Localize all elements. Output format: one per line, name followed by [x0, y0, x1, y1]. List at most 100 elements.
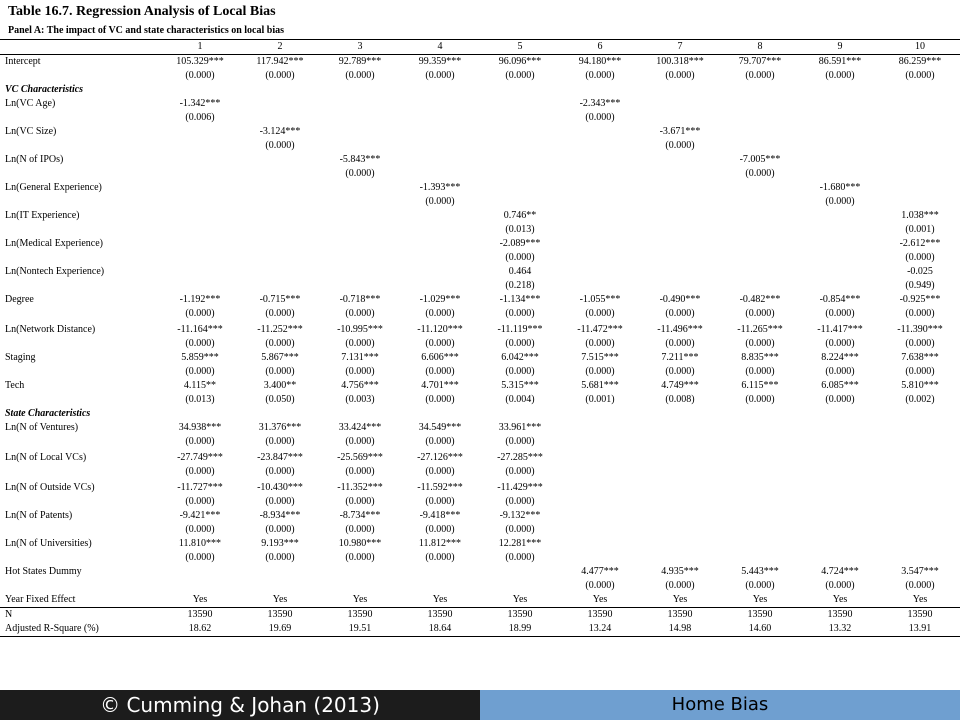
- coefficient-cell: -2.343***: [579, 98, 621, 109]
- coefficient-cell: 4.935***: [661, 566, 699, 577]
- p-value-row: (0.000) (0.000) (0.000) (0.000) (0.000): [0, 579, 960, 593]
- p-value-cell: [640, 465, 720, 479]
- coefficient-cell: 33.961***: [498, 422, 542, 433]
- p-value-cell: [320, 223, 400, 237]
- p-value-cell: [240, 167, 320, 181]
- p-value-cell: [320, 251, 400, 265]
- coefficient-cell: [480, 181, 560, 195]
- p-value-cell: [480, 195, 560, 209]
- coefficient-cell: -9.132***: [499, 510, 541, 521]
- p-value-cell: [880, 435, 960, 449]
- coefficient-cell: -11.164***: [177, 324, 223, 335]
- column-header-1: 1: [160, 39, 240, 55]
- p-value-label-blank: [0, 69, 160, 83]
- coefficient-cell: 4.477***: [581, 566, 619, 577]
- coefficient-cell: 96.096***: [498, 56, 542, 67]
- coefficient-cell: -1.029***: [419, 294, 461, 305]
- coefficient-cell: [560, 153, 640, 167]
- coefficient-cell: 6.042***: [501, 352, 539, 363]
- coefficient-cell: [720, 209, 800, 223]
- column-header-3: 3: [320, 39, 400, 55]
- p-value-cell: (0.000): [345, 524, 375, 535]
- coefficient-cell: [400, 265, 480, 279]
- p-value-cell: [720, 251, 800, 265]
- coefficient-cell: 4.749***: [661, 380, 699, 391]
- p-value-cell: [240, 579, 320, 593]
- p-value-cell: (0.000): [185, 308, 215, 319]
- p-value-cell: (0.000): [825, 196, 855, 207]
- coefficient-cell: 7.211***: [661, 352, 699, 363]
- p-value-cell: [800, 223, 880, 237]
- coefficient-cell: -0.715***: [259, 294, 301, 305]
- p-value-cell: (0.000): [345, 338, 375, 349]
- coefficient-cell: [640, 97, 720, 111]
- row-label: Tech: [5, 380, 25, 391]
- coefficient-cell: 19.69: [240, 622, 320, 637]
- coefficient-cell: 13590: [320, 607, 400, 622]
- coefficient-cell: [240, 97, 320, 111]
- coefficient-cell: 94.180***: [578, 56, 622, 67]
- column-header-5: 5: [480, 39, 560, 55]
- p-value-cell: [160, 167, 240, 181]
- p-value-cell: (0.000): [425, 496, 455, 507]
- p-value-cell: [240, 111, 320, 125]
- coefficient-cell: -11.592***: [417, 482, 463, 493]
- coefficient-cell: 3.400**: [263, 380, 297, 391]
- p-value-cell: [640, 167, 720, 181]
- p-value-cell: [800, 551, 880, 565]
- coefficient-cell: [560, 451, 640, 465]
- p-value-cell: [720, 111, 800, 125]
- coefficient-cell: 10.980***: [338, 538, 382, 549]
- p-value-cell: (0.000): [665, 366, 695, 377]
- coefficient-cell: 13.91: [880, 622, 960, 637]
- p-value-cell: [880, 551, 960, 565]
- table-body: Intercept 105.329*** 117.942*** 92.789*** 99…: [0, 55, 960, 637]
- coefficient-cell: -8.934***: [259, 510, 301, 521]
- copyright-label: © Cumming & Johan (2013): [0, 690, 480, 720]
- coefficient-cell: 19.51: [320, 622, 400, 637]
- coefficient-cell: 13590: [160, 607, 240, 622]
- coefficient-cell: 33.424***: [338, 422, 382, 433]
- coefficient-cell: -27.285***: [497, 452, 543, 463]
- topic-label: Home Bias: [480, 690, 960, 720]
- p-value-cell: [640, 111, 720, 125]
- coefficient-cell: [640, 481, 720, 495]
- p-value-cell: (0.000): [345, 552, 375, 563]
- coefficient-cell: 5.867***: [261, 352, 299, 363]
- coefficient-cell: [560, 237, 640, 251]
- table-row: Ln(N of Ventures) 34.938*** 31.376*** 33.42…: [0, 421, 960, 435]
- coefficient-cell: [640, 509, 720, 523]
- coefficient-cell: Yes: [432, 594, 448, 605]
- p-value-label-blank: [0, 337, 160, 351]
- coefficient-cell: [800, 421, 880, 435]
- coefficient-cell: 8.224***: [821, 352, 859, 363]
- p-value-cell: (0.000): [745, 394, 775, 405]
- p-value-cell: (0.000): [505, 308, 535, 319]
- coefficient-cell: -1.393***: [419, 182, 461, 193]
- p-value-cell: (0.000): [425, 70, 455, 81]
- p-value-cell: (0.000): [265, 524, 295, 535]
- coefficient-cell: -1.680***: [819, 182, 861, 193]
- coefficient-cell: -1.134***: [499, 294, 541, 305]
- coefficient-cell: [160, 565, 240, 579]
- row-label: Hot States Dummy: [5, 566, 82, 577]
- coefficient-cell: 3.547***: [901, 566, 939, 577]
- p-value-cell: (0.000): [905, 252, 935, 263]
- p-value-cell: [880, 111, 960, 125]
- p-value-cell: (0.000): [745, 70, 775, 81]
- p-value-cell: (0.000): [745, 580, 775, 591]
- p-value-cell: [320, 579, 400, 593]
- coefficient-cell: [560, 509, 640, 523]
- p-value-label-blank: [0, 495, 160, 509]
- p-value-cell: (0.000): [345, 168, 375, 179]
- column-header-8: 8: [720, 39, 800, 55]
- p-value-cell: (0.000): [665, 140, 695, 151]
- coefficient-cell: [800, 451, 880, 465]
- p-value-cell: (0.000): [425, 308, 455, 319]
- p-value-row: (0.013) (0.001): [0, 223, 960, 237]
- coefficient-cell: -0.482***: [739, 294, 781, 305]
- p-value-cell: [560, 251, 640, 265]
- p-value-cell: [400, 139, 480, 153]
- coefficient-cell: 13590: [240, 607, 320, 622]
